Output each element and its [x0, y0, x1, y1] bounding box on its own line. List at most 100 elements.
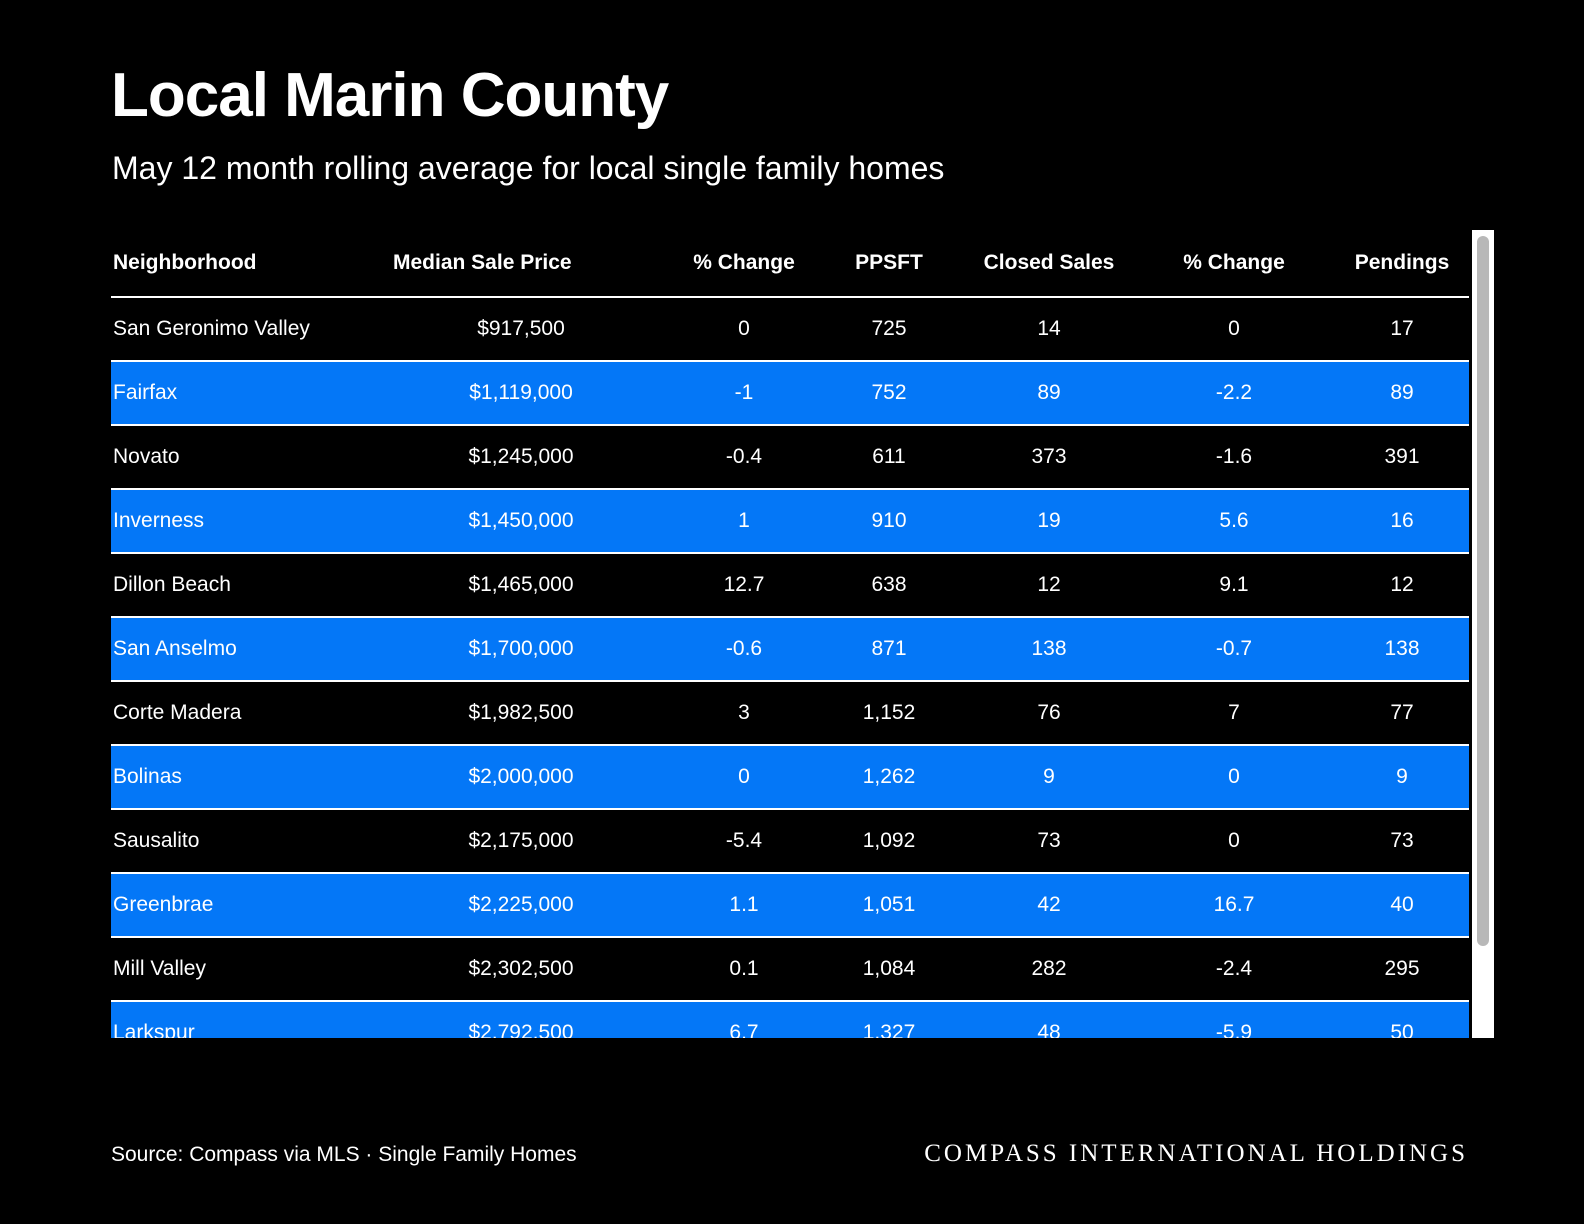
table-cell: $1,465,000 — [381, 553, 661, 618]
table-cell: 14 — [951, 297, 1147, 362]
table-cell: 391 — [1321, 425, 1469, 490]
table-cell: 138 — [951, 617, 1147, 682]
table-cell: 910 — [827, 489, 951, 554]
table-frame: Neighborhood Median Sale Price% Change PPS… — [111, 230, 1494, 1038]
table-cell: 1,092 — [827, 809, 951, 874]
neighborhood-cell: Corte Madera — [111, 681, 381, 746]
neighborhood-cell: Novato — [111, 425, 381, 490]
table-cell: 6.7 — [661, 1001, 827, 1038]
table-cell: 0 — [1147, 297, 1321, 362]
table-cell: 0 — [1147, 745, 1321, 810]
table-cell: 1,152 — [827, 681, 951, 746]
table-cell: 77 — [1321, 681, 1469, 746]
table-cell: $2,225,000 — [381, 873, 661, 938]
table-cell: $1,450,000 — [381, 489, 661, 554]
table-cell: $917,500 — [381, 297, 661, 362]
table-cell: 40 — [1321, 873, 1469, 938]
table-cell: 871 — [827, 617, 951, 682]
table-cell: -2.4 — [1147, 937, 1321, 1002]
table-cell: -1 — [661, 361, 827, 426]
table-cell: 42 — [951, 873, 1147, 938]
table-cell: 7 — [1147, 681, 1321, 746]
neighborhood-cell: Bolinas — [111, 745, 381, 810]
table-cell: 73 — [1321, 809, 1469, 874]
table-cell: -0.7 — [1147, 617, 1321, 682]
column-header: Closed Sales — [951, 230, 1147, 298]
table-cell: 76 — [951, 681, 1147, 746]
table-cell: 9 — [951, 745, 1147, 810]
column-header: % Change — [1147, 230, 1321, 298]
table-row: Dillon Beach $1,465,000 12.7 638 12 9.1 12 — [111, 553, 1469, 618]
table-row: Inverness $1,450,000 1 910 19 5.6 16 — [111, 489, 1469, 554]
table-cell: 1,051 — [827, 873, 951, 938]
table-cell: 50 — [1321, 1001, 1469, 1038]
table-cell: 1.1 — [661, 873, 827, 938]
neighborhood-cell: Fairfax — [111, 361, 381, 426]
scrollbar-track[interactable] — [1472, 230, 1494, 1038]
table-cell: 638 — [827, 553, 951, 618]
neighborhood-cell: Dillon Beach — [111, 553, 381, 618]
brand-logo: COMPASS INTERNATIONAL HOLDINGS — [924, 1140, 1468, 1167]
column-header: Neighborhood — [111, 230, 381, 298]
table-cell: -0.4 — [661, 425, 827, 490]
neighborhood-cell: Inverness — [111, 489, 381, 554]
table-body: San Geronimo Valley $917,500 0 725 14 0 17 Fair… — [111, 297, 1469, 1038]
table-row: San Geronimo Valley $917,500 0 725 14 0 17 — [111, 297, 1469, 362]
table-cell: $2,792,500 — [381, 1001, 661, 1038]
table-cell: 16 — [1321, 489, 1469, 554]
table-cell: 9 — [1321, 745, 1469, 810]
table-cell: $2,175,000 — [381, 809, 661, 874]
table-header-row: Neighborhood Median Sale Price% Change PPS… — [111, 230, 1469, 298]
table-cell: 5.6 — [1147, 489, 1321, 554]
table-cell: -5.4 — [661, 809, 827, 874]
table-row: Corte Madera $1,982,500 3 1,152 76 7 77 — [111, 681, 1469, 746]
table-cell: 89 — [1321, 361, 1469, 426]
table-cell: 138 — [1321, 617, 1469, 682]
neighborhood-cell: Mill Valley — [111, 937, 381, 1002]
table-cell: 1,327 — [827, 1001, 951, 1038]
table-cell: 73 — [951, 809, 1147, 874]
neighborhood-cell: San Geronimo Valley — [111, 297, 381, 362]
table-cell: 1,262 — [827, 745, 951, 810]
table-cell: 373 — [951, 425, 1147, 490]
table-row: Larkspur $2,792,500 6.7 1,327 48 -5.9 50 — [111, 1001, 1469, 1038]
scrollbar-thumb[interactable] — [1477, 236, 1489, 946]
table-cell: $1,982,500 — [381, 681, 661, 746]
table-cell: 17 — [1321, 297, 1469, 362]
table-cell: 282 — [951, 937, 1147, 1002]
column-header: PPSFT — [827, 230, 951, 298]
table-row: Sausalito $2,175,000 -5.4 1,092 73 0 73 — [111, 809, 1469, 874]
column-header: % Change — [661, 230, 827, 298]
table-cell: 3 — [661, 681, 827, 746]
neighborhood-cell: Greenbrae — [111, 873, 381, 938]
table-cell: 12 — [1321, 553, 1469, 618]
page-title: Local Marin County — [111, 61, 669, 130]
table-cell: 1,084 — [827, 937, 951, 1002]
data-table: Neighborhood Median Sale Price% Change PPS… — [111, 230, 1469, 1038]
table-cell: $2,000,000 — [381, 745, 661, 810]
table-cell: -0.6 — [661, 617, 827, 682]
table-row: San Anselmo $1,700,000 -0.6 871 138 -0.7 138 — [111, 617, 1469, 682]
table-cell: -5.9 — [1147, 1001, 1321, 1038]
table-cell: 16.7 — [1147, 873, 1321, 938]
column-header: Pendings — [1321, 230, 1469, 298]
table-cell: 295 — [1321, 937, 1469, 1002]
page-subtitle: May 12 month rolling average for local s… — [112, 150, 945, 186]
table-row: Bolinas $2,000,000 0 1,262 9 0 9 — [111, 745, 1469, 810]
table-cell: 1 — [661, 489, 827, 554]
table-cell: 12 — [951, 553, 1147, 618]
neighborhood-cell: Sausalito — [111, 809, 381, 874]
table-cell: $2,302,500 — [381, 937, 661, 1002]
table-cell: 725 — [827, 297, 951, 362]
table-cell: 48 — [951, 1001, 1147, 1038]
table-cell: 89 — [951, 361, 1147, 426]
table-cell: 611 — [827, 425, 951, 490]
table-cell: 0 — [661, 745, 827, 810]
table-row: Novato $1,245,000 -0.4 611 373 -1.6 391 — [111, 425, 1469, 490]
table-viewport[interactable]: Neighborhood Median Sale Price% Change PPS… — [111, 230, 1469, 1038]
table-cell: -2.2 — [1147, 361, 1321, 426]
column-header: Median Sale Price — [381, 230, 661, 298]
source-note: Source: Compass via MLS · Single Family … — [111, 1143, 577, 1166]
table-cell: $1,700,000 — [381, 617, 661, 682]
neighborhood-cell: Larkspur — [111, 1001, 381, 1038]
